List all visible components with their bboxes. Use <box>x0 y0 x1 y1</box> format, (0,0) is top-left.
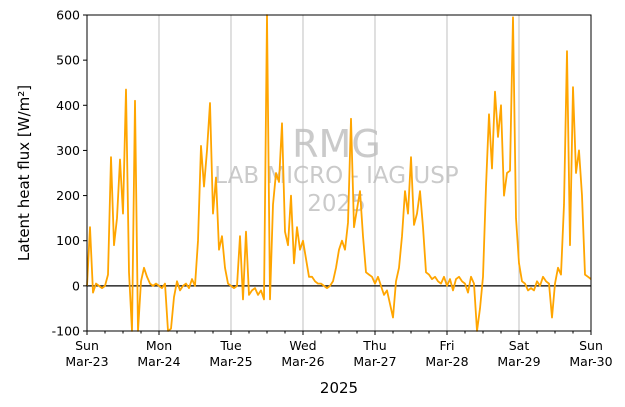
y-tick-label: 500 <box>56 53 80 68</box>
y-tick-label: 200 <box>56 188 80 203</box>
x-tick-label-date: Mar-26 <box>281 354 324 369</box>
vertical-grid <box>158 15 520 331</box>
x-tick-label-date: Mar-29 <box>497 354 540 369</box>
x-axis-label: 2025 <box>320 379 358 397</box>
y-tick-label: 400 <box>56 98 80 113</box>
series-line <box>86 14 592 332</box>
x-axis-ticks: SunMar-23MonMar-24TueMar-25WedMar-26ThuM… <box>65 331 613 369</box>
watermark-line-2: LAB MICRO - IAG USP <box>214 163 459 189</box>
x-tick-label-day: Tue <box>219 338 242 353</box>
y-tick-label: 0 <box>72 278 80 293</box>
x-tick-label-date: Mar-27 <box>353 354 396 369</box>
y-tick-label: -100 <box>52 324 80 339</box>
watermark-line-1: RMG <box>292 122 381 166</box>
x-tick-label-day: Mon <box>146 338 172 353</box>
x-tick-label-day: Fri <box>440 338 455 353</box>
x-tick-label-date: Mar-30 <box>569 354 612 369</box>
x-tick-label-day: Sat <box>509 338 530 353</box>
x-tick-label-day: Thu <box>362 338 386 353</box>
x-tick-label-date: Mar-28 <box>425 354 468 369</box>
x-tick-label-date: Mar-25 <box>209 354 252 369</box>
y-axis-label: Latent heat flux [W/m²] <box>15 85 33 261</box>
y-tick-label: 100 <box>56 233 80 248</box>
x-tick-label-day: Sun <box>579 338 603 353</box>
x-tick-label-date: Mar-23 <box>65 354 108 369</box>
x-tick-label-day: Sun <box>75 338 99 353</box>
y-tick-label: 300 <box>56 143 80 158</box>
y-axis-ticks: -100 0 100 200 300 400 500 600 <box>52 8 87 339</box>
x-tick-label-day: Wed <box>289 338 316 353</box>
y-tick-label: 600 <box>56 8 80 23</box>
x-tick-label-date: Mar-24 <box>137 354 180 369</box>
watermark: RMG LAB MICRO - IAG USP 2025 <box>214 122 459 217</box>
